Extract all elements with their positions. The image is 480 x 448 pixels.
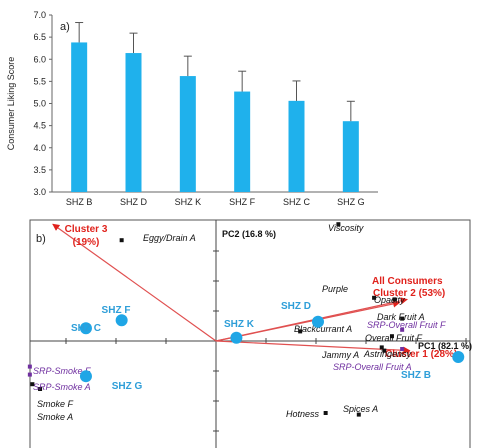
vector-label-all-consumers: All Consumers — [372, 276, 443, 287]
y-tick-label: 4.5 — [33, 121, 46, 131]
attribute-point-smoke-f — [30, 382, 35, 387]
attribute-label-hotness: Hotness — [286, 409, 320, 419]
attribute-point-srp-smoke-a — [27, 372, 32, 377]
attribute-point-dark-fruit-a — [400, 316, 405, 321]
product-label-shz-b: SHZ B — [401, 370, 431, 381]
bar-chart-liking: 3.0 3.5 4.0 4.5 5.0 5.5 6.0 6.5 7.0 Consumer Liki… — [6, 10, 378, 207]
vector-cluster-1-28 — [215, 340, 411, 354]
vector-label-cluster-3: Cluster 3 — [65, 224, 108, 235]
attribute-point-jammy-a — [382, 348, 387, 353]
attribute-label-opacity: Opacity — [374, 295, 405, 305]
product-label-shz-g: SHZ G — [112, 381, 143, 392]
vector-label-cluster-2-53: Cluster 2 (53%) — [373, 288, 445, 299]
product-point-shz-k — [230, 331, 243, 344]
product-label-shz-k: SHZ K — [224, 319, 255, 330]
x-tick-label: SHZ F — [229, 197, 256, 207]
vector-cluster-3 — [52, 223, 217, 342]
attribute-label-srp-overall-fruit-a: SRP-Overall Fruit A — [333, 362, 412, 372]
attribute-label-dark-fruit-a: Dark Fruit A — [377, 312, 425, 322]
product-point-shz-d — [312, 315, 324, 328]
attribute-label-smoke-f: Smoke F — [37, 399, 74, 409]
pc2-axis-title: PC2 (16.8 %) — [222, 229, 276, 239]
y-tick-label: 7.0 — [33, 10, 46, 20]
panel-label-a: a) — [60, 21, 70, 33]
attribute-point-blackcurrant-a — [298, 329, 303, 334]
y-tick-label: 6.0 — [33, 54, 46, 64]
product-point-shz-b — [452, 351, 465, 363]
product-point-shz-f — [115, 314, 128, 327]
bar-shz-d — [125, 53, 142, 193]
product-point-shz-c — [79, 322, 92, 335]
y-tick-label: 5.5 — [33, 76, 46, 86]
bar-shz-g — [342, 121, 359, 192]
y-axis-title: Consumer Liking Score — [6, 57, 16, 151]
y-tick-label: 5.0 — [33, 99, 46, 109]
product-label-shz-d: SHZ D — [281, 301, 311, 312]
x-tick-label: SHZ G — [337, 197, 365, 207]
plot-frame — [29, 219, 471, 448]
attribute-point-hotness — [323, 411, 328, 415]
attribute-label-overall-fruit-f: Overall Fruit F — [365, 333, 423, 343]
attribute-point-astringency — [379, 345, 384, 350]
pc1-axis-title: PC1 (82.1 %) — [418, 341, 472, 351]
attribute-point-opacity — [392, 297, 397, 302]
x-tick-label: SHZ D — [120, 197, 148, 207]
panel-label-b: b) — [36, 233, 46, 245]
attribute-label-srp-smoke-a: SRP-Smoke A — [33, 382, 91, 392]
product-label-shz-c: SHZ C — [71, 323, 101, 334]
attribute-point-smoke-a — [38, 387, 43, 391]
attribute-label-srp-smoke-f: SRP-Smoke F — [33, 366, 91, 376]
bar-shz-f — [234, 91, 251, 192]
vector-label-cluster-1-28: Cluster 1 (28%) — [385, 349, 457, 360]
x-tick-label: SHZ C — [283, 197, 311, 207]
x-tick-label: SHZ B — [66, 197, 93, 207]
product-label-shz-f: SHZ F — [102, 305, 131, 316]
attribute-label-purple: Purple — [322, 284, 348, 294]
x-tick-label: SHZ K — [175, 197, 202, 207]
bar-shz-b — [71, 42, 88, 193]
attribute-label-smoke-a: Smoke A — [37, 412, 73, 422]
y-tick-label: 3.5 — [33, 165, 46, 175]
attribute-label-jammy-a: Jammy A — [321, 350, 359, 360]
attribute-point-srp-smoke-f — [27, 364, 32, 369]
attribute-label-viscosity: Viscosity — [328, 223, 364, 233]
vector-cluster-2-53 — [215, 297, 408, 342]
attribute-point-spices-a — [356, 412, 361, 417]
attribute-point-srp-overall-fruit-f — [400, 327, 405, 332]
bar-shz-c — [288, 100, 305, 192]
y-tick-label: 3.0 — [33, 187, 46, 197]
attribute-label-blackcurrant-a: Blackcurrant A — [294, 324, 352, 334]
attribute-label-astringency: Astringency — [363, 349, 412, 359]
attribute-label-srp-overall-fruit-f: SRP-Overall Fruit F — [367, 320, 446, 330]
y-tick-label: 4.0 — [33, 143, 46, 153]
attribute-point-srp-overall-fruit-a — [400, 347, 405, 351]
attribute-label-spices-a: Spices A — [343, 404, 378, 414]
attribute-point-purple — [372, 295, 377, 300]
attribute-point-viscosity — [336, 222, 341, 227]
bar-shz-k — [179, 76, 196, 192]
pca-biplot: PC2 (16.8 %)PC1 (82.1 %)b)All ConsumersC… — [27, 219, 472, 448]
attribute-label-eggy-drain-a: Eggy/Drain A — [143, 233, 196, 243]
product-point-shz-g — [79, 370, 92, 383]
attribute-point-eggy-drain-a — [119, 238, 124, 243]
vector-sublabel-cluster-3: (19%) — [73, 237, 100, 248]
y-tick-label: 6.5 — [33, 32, 46, 42]
attribute-point-overall-fruit-f — [389, 334, 394, 339]
